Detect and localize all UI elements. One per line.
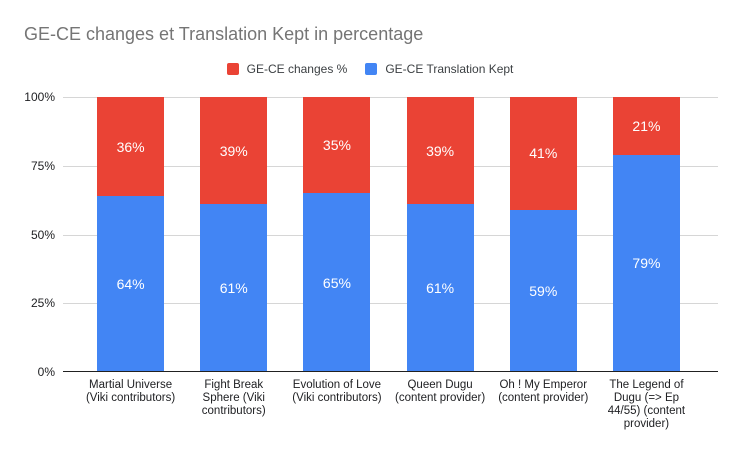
bar-value-label: 65%: [322, 274, 351, 291]
stacked-bar: 21% 79%: [612, 97, 680, 372]
x-axis-label-cell: Fight Break Sphere (Viki contributors): [182, 379, 285, 431]
bar-segment-changes: 35%: [303, 97, 371, 194]
legend-label: GE-CE changes %: [246, 62, 348, 76]
stacked-bar: 36% 64%: [97, 97, 165, 372]
bar-segment-changes: 39%: [406, 97, 474, 205]
bar-value-label: 59%: [529, 282, 558, 299]
x-axis-label-cell: The Legend of Dugu (=> Ep 44/55) (conten…: [595, 379, 698, 431]
bar-segment-changes: 41%: [509, 97, 577, 210]
bar-value-label: 64%: [116, 276, 145, 292]
bar-group: 36% 64%: [79, 97, 182, 372]
bar-value-label: 41%: [529, 145, 558, 162]
chart-legend: GE-CE changes % GE-CE Translation Kept: [0, 62, 740, 76]
bar-value-label: 21%: [632, 117, 661, 134]
y-gridline: [63, 234, 718, 236]
bar-group: 41% 59%: [492, 97, 595, 372]
chart-title: GE-CE changes et Translation Kept in per…: [24, 24, 424, 44]
bar-segment-kept: 79%: [612, 154, 680, 372]
x-axis-baseline: [63, 371, 718, 372]
x-axis-label-cell: Oh ! My Emperor (content provider): [492, 379, 595, 431]
x-axis-label: The Legend of Dugu (=> Ep 44/55) (conten…: [607, 379, 686, 430]
bar-segment-changes: 36%: [97, 97, 165, 196]
x-axis-label: Oh ! My Emperor (content provider): [498, 379, 589, 404]
legend-swatch-icon: [365, 63, 378, 75]
bar-value-label: 61%: [219, 280, 248, 297]
bar-group: 39% 61%: [389, 97, 492, 372]
y-gridline: [63, 303, 718, 305]
y-axis-tick-label: 75%: [30, 158, 55, 173]
stacked-bar: 39% 61%: [200, 97, 268, 372]
x-axis-label: Evolution of Love (Viki contributors): [292, 379, 382, 404]
bar-segment-kept: 65%: [303, 193, 371, 372]
bar-segment-kept: 59%: [509, 209, 577, 372]
x-axis-label: Martial Universe (Viki contributors): [85, 379, 176, 404]
stacked-bar: 35% 65%: [303, 97, 371, 372]
bar-group: 35% 65%: [285, 97, 388, 372]
bar-segment-changes: 21%: [612, 97, 680, 155]
x-axis-labels: Martial Universe (Viki contributors) Figh…: [79, 379, 698, 431]
legend-item-kept: GE-CE Translation Kept: [365, 62, 513, 76]
y-axis-tick-label: 0%: [37, 365, 55, 379]
y-axis-tick-label: 50%: [30, 227, 55, 242]
x-axis-label: Fight Break Sphere (Viki contributors): [201, 379, 266, 417]
bars-container: 36% 64% 39% 61% 35% 65% 39% 61% 41% 59% 21% 79%: [79, 97, 698, 372]
y-gridline: [63, 165, 718, 167]
legend-label: GE-CE Translation Kept: [385, 62, 514, 76]
bar-group: 39% 61%: [182, 97, 285, 372]
bar-value-label: 36%: [116, 138, 145, 155]
legend-item-changes: GE-CE changes %: [226, 62, 348, 76]
y-axis-tick-label: 100%: [24, 90, 55, 104]
bar-value-label: 61%: [426, 280, 455, 297]
bar-segment-kept: 64%: [97, 196, 165, 372]
plot-area: 36% 64% 39% 61% 35% 65% 39% 61% 41% 59% 21% 79% 0% 2…: [24, 90, 718, 379]
bar-segment-kept: 61%: [200, 204, 268, 372]
x-axis-label-cell: Queen Dugu (content provider): [389, 379, 492, 431]
legend-swatch-icon: [226, 63, 239, 75]
y-axis-tick-label: 25%: [30, 296, 55, 311]
bar-value-label: 35%: [322, 137, 351, 154]
x-axis-label-cell: Evolution of Love (Viki contributors): [285, 379, 388, 431]
x-axis-label: Queen Dugu (content provider): [395, 379, 486, 404]
y-gridline: [63, 97, 718, 98]
bar-segment-changes: 39%: [200, 97, 268, 205]
bar-segment-kept: 61%: [406, 204, 474, 372]
stacked-bar: 41% 59%: [509, 97, 577, 372]
bar-value-label: 39%: [426, 142, 455, 159]
x-axis-label-cell: Martial Universe (Viki contributors): [79, 379, 182, 431]
bar-value-label: 79%: [632, 255, 661, 272]
bar-group: 21% 79%: [595, 97, 698, 372]
bar-value-label: 39%: [219, 142, 248, 159]
stacked-bar: 39% 61%: [406, 97, 474, 372]
